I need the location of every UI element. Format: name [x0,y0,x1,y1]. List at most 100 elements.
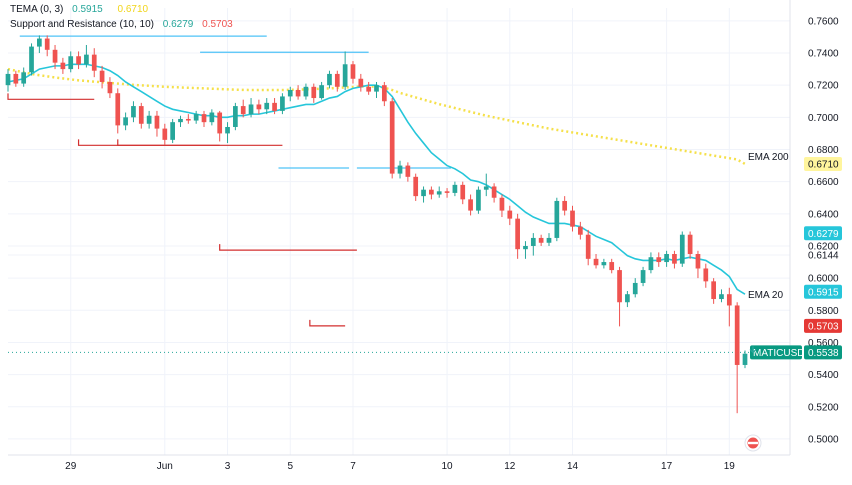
candle-body [5,73,11,86]
candle-body [609,262,615,271]
candle-body [593,258,599,266]
candle-body [123,117,128,126]
candle-body [295,90,301,97]
candle-body [405,165,411,177]
candle-body [538,237,544,243]
candle-body [209,112,215,123]
candle-body [389,101,395,174]
candle-body [256,104,262,110]
candle-body [413,176,419,197]
us-flag-stripe [748,441,758,445]
candle-body [648,257,654,271]
support-line [309,319,346,327]
price-badge-label: 0.5703 [808,321,839,332]
x-tick-label: 3 [225,461,231,472]
price-badge-label: 0.5538 [808,348,839,359]
symbol-badge [750,345,802,360]
candle-body [52,49,58,63]
candle-body [264,102,270,110]
legend-tema-value: 0.5915 [72,4,103,15]
candle-body [170,122,176,140]
candle-body [342,64,348,87]
x-tick-label: 29 [65,461,77,472]
candle-body [664,254,669,263]
candle-body [217,112,223,134]
candle-body [303,86,309,97]
candle-body [476,189,481,211]
legend-tema: TEMA (0, 3) 0.5915 0.6710 [10,2,233,17]
candle-body [672,254,677,264]
candle-body [185,118,191,121]
price-badge [804,284,842,299]
x-tick-label: 17 [661,461,673,472]
support-line [117,139,283,146]
arrow-down-icon [749,346,757,354]
y-tick-label: 0.6400 [808,209,839,220]
candle-body [138,106,144,124]
candle-body [570,210,575,227]
candle-body [562,200,568,211]
candle-body [397,165,403,174]
legend-sr-label: Support and Resistance (10, 10) [10,19,154,30]
candle-body [625,294,630,303]
candle-body [60,62,66,70]
candle-body [687,234,693,255]
candle-body [711,281,716,300]
y-tick-label: 0.5400 [808,370,839,381]
candle-body [84,54,89,65]
candle-body [37,38,42,47]
candle-body [499,197,505,211]
candle-body [280,96,285,111]
x-tick-label: 14 [567,461,579,472]
candle-body [523,245,528,250]
x-tick-label: 5 [287,461,293,472]
candle-body [240,106,246,115]
price-badge-label: 0.5915 [808,287,839,298]
legend-tema-label: TEMA (0, 3) [10,4,64,15]
candle-body [115,93,121,126]
candle-body [546,237,552,243]
candle-body [656,257,662,263]
y-tick-label: 0.6200 [808,241,839,252]
y-tick-label: 0.5600 [808,338,839,349]
candle-body [178,118,183,123]
candle-body [742,353,748,365]
candle-body [201,114,207,123]
y-tick-label: 0.6000 [808,274,839,285]
candle-body [617,270,622,303]
legend-tema-value2: 0.6710 [117,4,149,15]
candle-body [734,305,740,365]
x-tick-label: 10 [442,461,454,472]
candle-body [225,126,230,134]
price-badge [804,318,842,333]
y-tick-label: 0.6600 [808,177,839,188]
y-tick-label: 0.5800 [808,306,839,317]
candle-body [374,85,379,92]
candle-body [272,102,277,111]
candle-body [68,56,74,70]
candle-body [334,73,340,87]
candle-body [358,78,364,87]
candle-body [350,64,356,79]
candle-body [554,200,560,238]
candle-body [193,114,199,121]
price-badge [804,345,842,360]
candle-body [319,85,324,99]
ema200-annotation: EMA 200 [748,152,789,163]
candle-body [483,186,489,190]
candle-body [13,73,19,84]
x-tick-label: 19 [724,461,736,472]
x-tick-label: 7 [350,461,356,472]
candle-body [287,90,293,97]
price-badge [804,226,842,241]
candle-body [131,106,136,118]
symbol-badge-label: MATICUSD [753,348,804,359]
candle-body [233,106,238,127]
ema20-annotation: EMA 20 [748,290,783,301]
candle-body [421,189,426,197]
candle-body [107,81,113,94]
candle-body [154,115,160,129]
candle-body [452,184,458,193]
